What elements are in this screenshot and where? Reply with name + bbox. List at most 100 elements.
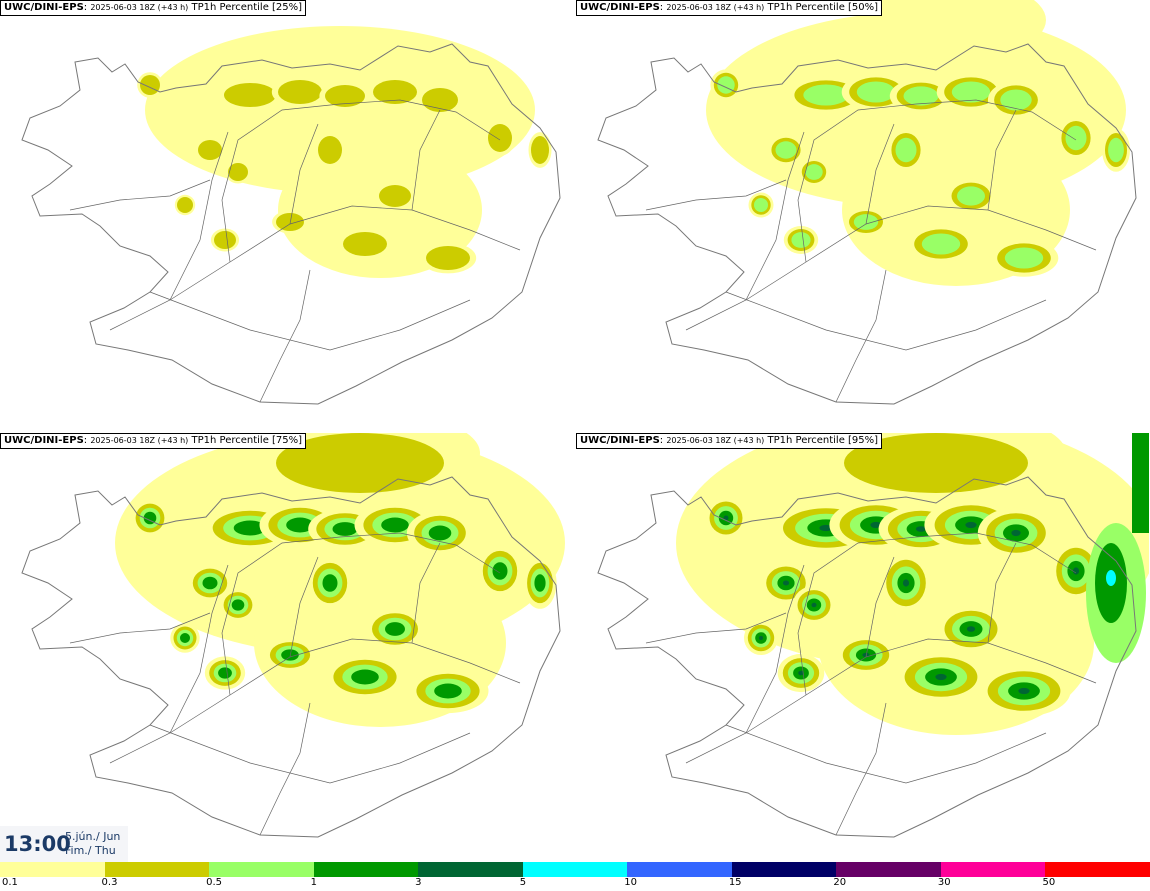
precip-cell [759, 636, 763, 640]
precip-cell [373, 80, 417, 104]
precip-cell [318, 136, 342, 164]
road-line [745, 564, 805, 734]
run-info: 2025-06-03 18Z (+43 h) [666, 3, 765, 12]
legend-tick-label: 20 [833, 877, 847, 888]
precip-cell [218, 667, 232, 679]
precip-cell [902, 579, 910, 587]
precip-cell [531, 136, 549, 164]
precip-cell [903, 86, 939, 106]
product-label: TP1h Percentile [25%] [191, 2, 303, 13]
road-line [645, 612, 787, 644]
road-line [685, 205, 1097, 331]
model-name: UWC/DINI-EPS [4, 435, 84, 446]
legend-swatch [418, 862, 523, 877]
precip-cell [332, 522, 358, 536]
road-line [987, 542, 1017, 644]
precip-cell [895, 137, 917, 163]
date-line-1: 5.jún./ Jun [65, 830, 121, 843]
precip-area [276, 433, 444, 493]
legend-swatch [1045, 862, 1150, 877]
precip-cell [965, 521, 977, 529]
road-line [411, 109, 441, 211]
precip-cell [915, 526, 927, 532]
precip-cell [276, 213, 304, 231]
road-line [685, 638, 1097, 764]
road-line [109, 638, 521, 764]
legend-swatch [940, 862, 1046, 877]
precip-cell [281, 649, 299, 661]
road-line [259, 269, 311, 403]
road-line [725, 291, 1047, 351]
coastline [597, 476, 1137, 838]
map-panel-p95: UWC/DINI-EPS: 2025-06-03 18Z (+43 h) TP1… [576, 433, 1149, 863]
precip-cell [1011, 529, 1021, 537]
run-info: 2025-06-03 18Z (+43 h) [666, 436, 765, 445]
precip-cell [434, 683, 462, 699]
precip-cell [322, 574, 338, 592]
legend-swatch [522, 862, 628, 877]
legend-tick-label: 10 [624, 877, 637, 888]
legend-swatch [0, 862, 105, 877]
precip-cell [1072, 567, 1080, 575]
legend-tick-label: 30 [937, 877, 951, 888]
color-legend [0, 862, 1150, 877]
product-label: TP1h Percentile [95%] [767, 435, 879, 446]
road-line [289, 556, 319, 658]
precip-cell [143, 511, 157, 525]
road-line [411, 542, 441, 644]
road-line [725, 724, 1047, 784]
precip-cell [422, 88, 458, 112]
road-line [169, 564, 229, 734]
legend-tick-label: 0.3 [101, 877, 118, 888]
precip-cell [1004, 247, 1044, 269]
precip-cell [723, 515, 729, 521]
legend-swatch [209, 862, 314, 877]
precip-cell [870, 521, 882, 529]
precip-area [866, 0, 1046, 60]
precip-cell [379, 185, 411, 207]
road-line [987, 109, 1017, 211]
precip-map-p75 [21, 433, 565, 838]
precip-cell [233, 520, 267, 536]
map-panel-p25: UWC/DINI-EPS: 2025-06-03 18Z (+43 h) TP1… [0, 0, 573, 430]
precip-cell [426, 246, 470, 270]
precip-cell [140, 75, 160, 95]
precip-cell [488, 124, 512, 152]
road-line [221, 99, 501, 263]
road-line [797, 532, 1077, 696]
precip-cell [214, 231, 236, 249]
precip-cell [286, 517, 314, 533]
precip-cell [224, 83, 276, 107]
precip-cell [921, 233, 961, 255]
road-line [835, 269, 887, 403]
road-line [69, 612, 211, 644]
precip-cell [819, 524, 833, 532]
precip-cell [754, 198, 768, 212]
precip-cell [231, 599, 245, 611]
precip-cell [325, 85, 365, 107]
road-line [169, 131, 229, 301]
legend-swatch [731, 862, 837, 877]
precip-cell [853, 214, 879, 230]
legend-tick-label: 1 [310, 877, 317, 888]
road-line [865, 123, 895, 225]
precip-map-p95 [597, 433, 1149, 838]
precip-cell [385, 622, 405, 636]
precip-cell [966, 626, 976, 632]
model-name: UWC/DINI-EPS [580, 2, 660, 13]
precip-cell [951, 81, 991, 103]
map-panel-p50: UWC/DINI-EPS: 2025-06-03 18Z (+43 h) TP1… [576, 0, 1149, 430]
precip-cell [278, 80, 322, 104]
precip-area [844, 433, 1028, 493]
precip-cell [1106, 570, 1116, 586]
road-line [149, 724, 471, 784]
map-panel-p75: UWC/DINI-EPS: 2025-06-03 18Z (+43 h) TP1… [0, 433, 573, 863]
precip-cell [198, 140, 222, 160]
precip-cell [775, 141, 797, 159]
precip-cell [798, 670, 804, 676]
coastline [21, 43, 561, 405]
precip-cell [1018, 687, 1030, 695]
legend-tick-label: 0.1 [2, 877, 18, 888]
precip-cell [343, 232, 387, 256]
precip-map-p25 [21, 26, 561, 405]
